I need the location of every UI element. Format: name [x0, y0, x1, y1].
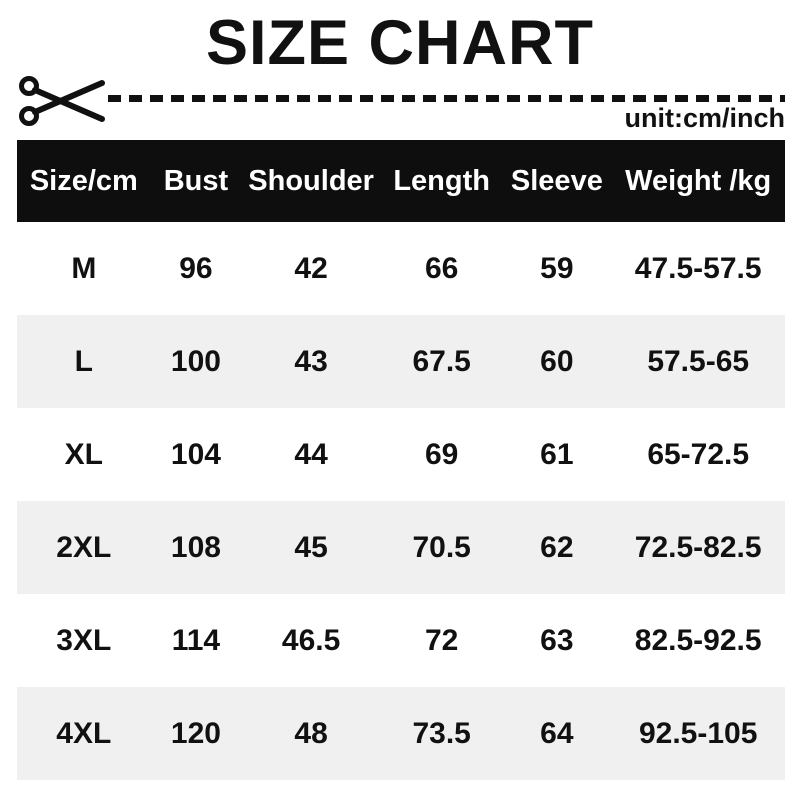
size-cell: 2XL — [56, 530, 112, 564]
value-cell: 46.5 — [281, 623, 341, 657]
column-header: Shoulder — [248, 164, 374, 197]
value-cell: 45 — [294, 530, 328, 564]
value-cell: 82.5-92.5 — [634, 623, 762, 657]
dashed-cut-line — [108, 95, 785, 102]
value-cell: 43 — [294, 344, 328, 378]
value-cell: 114 — [171, 623, 221, 657]
table-row: M 96 42 66 59 47.5-57.5 — [17, 222, 785, 315]
value-cell: 104 — [170, 437, 221, 471]
value-cell: 73.5 — [412, 716, 471, 750]
value-cell: 66 — [424, 251, 459, 285]
value-cell: 44 — [294, 437, 328, 471]
size-table: Size/cm Bust Shoulder Length Sleeve Weight /k… — [17, 140, 785, 780]
size-cell: 3XL — [56, 623, 112, 657]
size-cell: XL — [64, 437, 103, 471]
table-header-row: Size/cm Bust Shoulder Length Sleeve Weight /k… — [17, 140, 785, 222]
value-cell: 108 — [170, 530, 221, 564]
value-cell: 67.5 — [412, 344, 471, 378]
table-row: XL 104 44 69 61 65-72.5 — [17, 408, 785, 501]
value-cell: 42 — [294, 251, 328, 285]
value-cell: 57.5-65 — [647, 344, 750, 378]
size-cell: M — [71, 251, 97, 285]
value-cell: 65-72.5 — [647, 437, 750, 471]
value-cell: 100 — [170, 344, 221, 378]
table-row: 4XL 120 48 73.5 64 92.5-105 — [17, 687, 785, 780]
value-cell: 69 — [424, 437, 459, 471]
value-cell: 96 — [179, 251, 213, 285]
value-cell: 64 — [540, 716, 574, 750]
unit-label: unit:cm/inch — [624, 103, 786, 133]
value-cell: 70.5 — [412, 530, 471, 564]
page-title: SIZE CHART — [206, 8, 594, 78]
value-cell: 60 — [540, 344, 574, 378]
value-cell: 63 — [540, 623, 574, 657]
table-row: L 100 43 67.5 60 57.5-65 — [17, 315, 785, 408]
value-cell: 48 — [294, 716, 328, 750]
value-cell: 120 — [170, 716, 221, 750]
value-cell: 92.5-105 — [638, 716, 758, 750]
size-table-body: M 96 42 66 59 47.5-57.5 L 100 43 67.5 60 57.5-65 XL 1… — [17, 222, 785, 780]
column-header: Weight /kg — [625, 164, 772, 197]
value-cell: 72 — [424, 623, 459, 657]
value-cell: 59 — [540, 251, 574, 285]
column-header: Length — [393, 164, 490, 197]
value-cell: 62 — [540, 530, 574, 564]
column-header: Sleeve — [510, 164, 603, 197]
size-cell: 4XL — [56, 716, 112, 750]
column-header: Size/cm — [29, 164, 138, 197]
column-header: Bust — [163, 164, 229, 197]
table-row: 2XL 108 45 70.5 62 72.5-82.5 — [17, 501, 785, 594]
scissors-icon — [19, 76, 105, 126]
table-row: 3XL 114 46.5 72 63 82.5-92.5 — [17, 594, 785, 687]
value-cell: 47.5-57.5 — [634, 251, 762, 285]
value-cell: 61 — [540, 437, 574, 471]
value-cell: 72.5-82.5 — [634, 530, 762, 564]
size-cell: L — [74, 344, 93, 378]
